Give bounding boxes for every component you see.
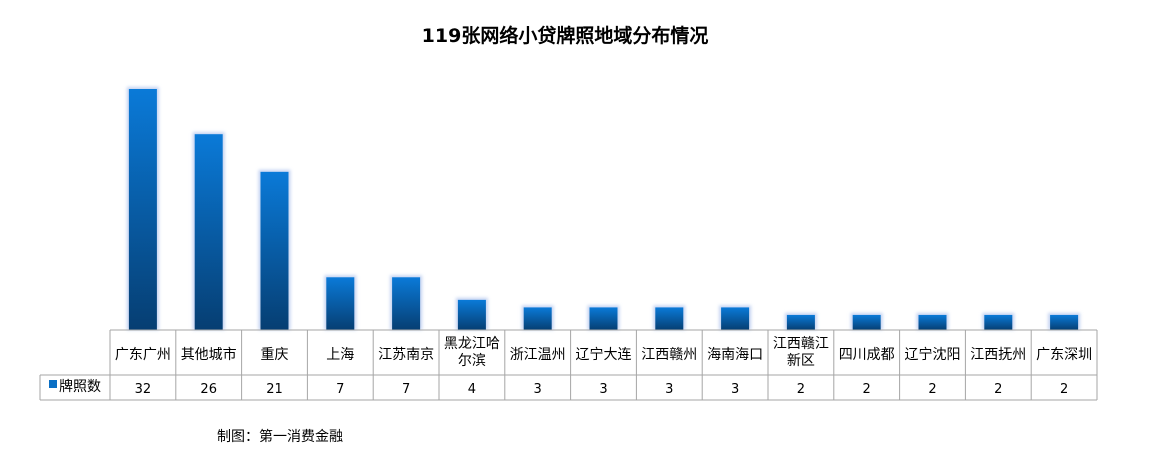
value-label: 3 xyxy=(731,382,739,397)
legend: 牌照数 xyxy=(49,378,101,395)
value-label: 7 xyxy=(402,382,410,397)
chart-title: 119张网络小贷牌照地域分布情况 xyxy=(422,24,709,47)
category-label: 浙江温州 xyxy=(510,347,566,363)
bar xyxy=(786,314,815,330)
bar xyxy=(457,299,486,330)
category-label: 四川成都 xyxy=(839,347,895,363)
category-label: 广东深圳 xyxy=(1036,347,1092,363)
value-label: 26 xyxy=(200,382,217,397)
value-label: 3 xyxy=(665,382,673,397)
bar xyxy=(918,314,947,330)
bar xyxy=(589,307,618,330)
bar xyxy=(326,277,355,330)
legend-label: 牌照数 xyxy=(59,378,101,395)
bar xyxy=(852,314,881,330)
value-labels: 32 26 21 7 7 4 3 3 3 3 2 2 2 2 2 xyxy=(135,382,1069,397)
bars xyxy=(128,89,1079,330)
value-label: 4 xyxy=(468,382,476,397)
bar xyxy=(523,307,552,330)
category-label: 江西赣州 xyxy=(641,347,697,363)
category-label: 江西抚州 xyxy=(970,347,1026,363)
value-label: 3 xyxy=(534,382,542,397)
value-label: 7 xyxy=(336,382,344,397)
value-label: 2 xyxy=(797,382,805,397)
category-label: 海南海口 xyxy=(707,347,763,363)
category-label: 上海 xyxy=(326,347,354,363)
bar xyxy=(392,277,421,330)
value-label: 2 xyxy=(863,382,871,397)
category-label: 江西赣江新区 xyxy=(773,336,829,369)
bar xyxy=(128,89,157,330)
value-label: 2 xyxy=(928,382,936,397)
bar xyxy=(984,314,1013,330)
bar xyxy=(655,307,684,330)
category-label: 辽宁大连 xyxy=(576,346,632,363)
value-label: 3 xyxy=(599,382,607,397)
category-label: 其他城市 xyxy=(181,346,237,363)
category-label: 重庆 xyxy=(261,347,289,363)
bar xyxy=(194,134,223,330)
value-label: 32 xyxy=(135,382,152,397)
value-label: 2 xyxy=(1060,382,1068,397)
category-label: 辽宁沈阳 xyxy=(905,346,961,363)
value-label: 2 xyxy=(994,382,1002,397)
value-label: 21 xyxy=(266,382,283,397)
legend-swatch xyxy=(49,380,57,388)
bar xyxy=(260,171,289,330)
category-label: 江苏南京 xyxy=(378,347,434,363)
category-label: 黑龙江哈尔滨 xyxy=(444,336,500,369)
bar xyxy=(721,307,750,330)
source-note: 制图：第一消费金融 xyxy=(217,428,343,445)
category-label: 广东广州 xyxy=(115,347,171,363)
bar xyxy=(1050,314,1079,330)
